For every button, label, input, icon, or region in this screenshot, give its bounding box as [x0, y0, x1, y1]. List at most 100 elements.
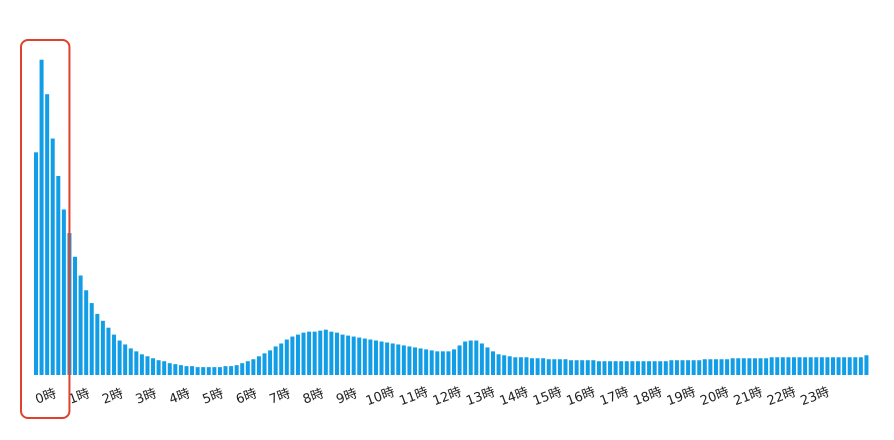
bar-121	[708, 359, 713, 375]
x-axis-tick-labels: 0時 1時 2時 3時 4時 5時 6時 7時 8時 9時 10時 11時 12時 13時 14時 15時 16…	[33, 385, 831, 409]
tick-label-18: 18時	[631, 385, 664, 409]
bar-51	[318, 330, 323, 375]
bar-136	[791, 357, 796, 375]
tick-label-11: 11時	[397, 385, 430, 409]
bar-44	[279, 343, 284, 375]
bar-41	[262, 353, 267, 375]
bar-87	[518, 357, 523, 375]
bar-109	[641, 361, 646, 375]
bar-25	[173, 364, 178, 375]
tick-label-12: 12時	[431, 385, 464, 409]
bar-104	[613, 361, 618, 375]
bar-1	[39, 59, 44, 376]
bar-70	[424, 349, 429, 375]
bar-84	[502, 355, 507, 375]
bar-0	[34, 152, 39, 375]
bar-15	[117, 340, 122, 375]
bar-55	[340, 334, 345, 375]
bars-group	[34, 59, 869, 376]
bar-90	[535, 358, 540, 375]
bar-119	[697, 360, 702, 375]
bar-118	[691, 360, 696, 375]
bar-53	[329, 331, 334, 375]
bar-11	[95, 313, 100, 375]
bar-69	[418, 348, 423, 375]
bar-110	[647, 361, 652, 375]
bar-48	[301, 332, 306, 375]
highlight-box	[20, 39, 71, 419]
tick-label-15: 15時	[531, 385, 564, 409]
bar-140	[814, 357, 819, 375]
bar-71	[429, 350, 434, 375]
bar-35	[229, 366, 234, 375]
bar-86	[513, 357, 518, 375]
tick-label-13: 13時	[464, 385, 497, 409]
bar-18	[134, 351, 139, 375]
tick-label-6: 6時	[234, 386, 259, 407]
bar-59	[362, 338, 367, 375]
bar-9	[84, 290, 89, 375]
bar-30	[201, 367, 206, 375]
bar-137	[797, 357, 802, 375]
bar-8	[78, 275, 83, 375]
bar-115	[674, 360, 679, 375]
bar-83	[496, 354, 501, 375]
bar-94	[557, 359, 562, 375]
bar-57	[351, 336, 356, 375]
bar-107	[630, 361, 635, 375]
bar-29	[195, 367, 200, 375]
bar-80	[479, 343, 484, 375]
tick-label-21: 21時	[732, 385, 765, 409]
bar-74	[446, 351, 451, 375]
bar-96	[569, 360, 574, 375]
bar-125	[730, 358, 735, 375]
bar-128	[747, 358, 752, 375]
bar-147	[853, 357, 858, 375]
bar-67	[407, 346, 412, 375]
bar-85	[507, 356, 512, 375]
bar-66	[401, 345, 406, 375]
bar-2	[45, 94, 50, 375]
bar-135	[786, 357, 791, 375]
bar-50	[312, 331, 317, 375]
bar-129	[752, 358, 757, 375]
bar-91	[541, 358, 546, 375]
bar-27	[184, 366, 189, 375]
bar-133	[775, 357, 780, 375]
bar-10	[89, 303, 94, 375]
bar-82	[491, 351, 496, 375]
tick-label-17: 17時	[598, 385, 631, 409]
bar-95	[563, 359, 568, 375]
bar-17	[128, 348, 133, 375]
bar-97	[574, 360, 579, 375]
bar-117	[686, 360, 691, 375]
bar-76	[457, 345, 462, 375]
tick-label-22: 22時	[765, 385, 798, 409]
bar-143	[830, 357, 835, 375]
tick-label-5: 5時	[201, 386, 226, 407]
tick-label-7: 7時	[268, 386, 293, 407]
bar-146	[847, 357, 852, 375]
bar-46	[290, 336, 295, 375]
bar-7	[73, 256, 78, 375]
bar-93	[552, 359, 557, 375]
bar-103	[608, 361, 613, 375]
bar-145	[842, 357, 847, 375]
tick-label-23: 23時	[799, 385, 832, 409]
bar-92	[546, 359, 551, 375]
bar-113	[663, 361, 668, 375]
bar-72	[435, 351, 440, 375]
tick-label-19: 19時	[665, 385, 698, 409]
bar-101	[596, 361, 601, 375]
tick-label-10: 10時	[364, 385, 397, 409]
bar-3	[50, 138, 55, 375]
bar-24	[167, 363, 172, 375]
bar-124	[725, 359, 730, 375]
tick-label-0: 0時	[33, 386, 58, 407]
bar-139	[808, 357, 813, 375]
bar-62	[379, 341, 384, 375]
bar-54	[334, 332, 339, 375]
bar-19	[139, 354, 144, 375]
bar-65	[396, 344, 401, 375]
